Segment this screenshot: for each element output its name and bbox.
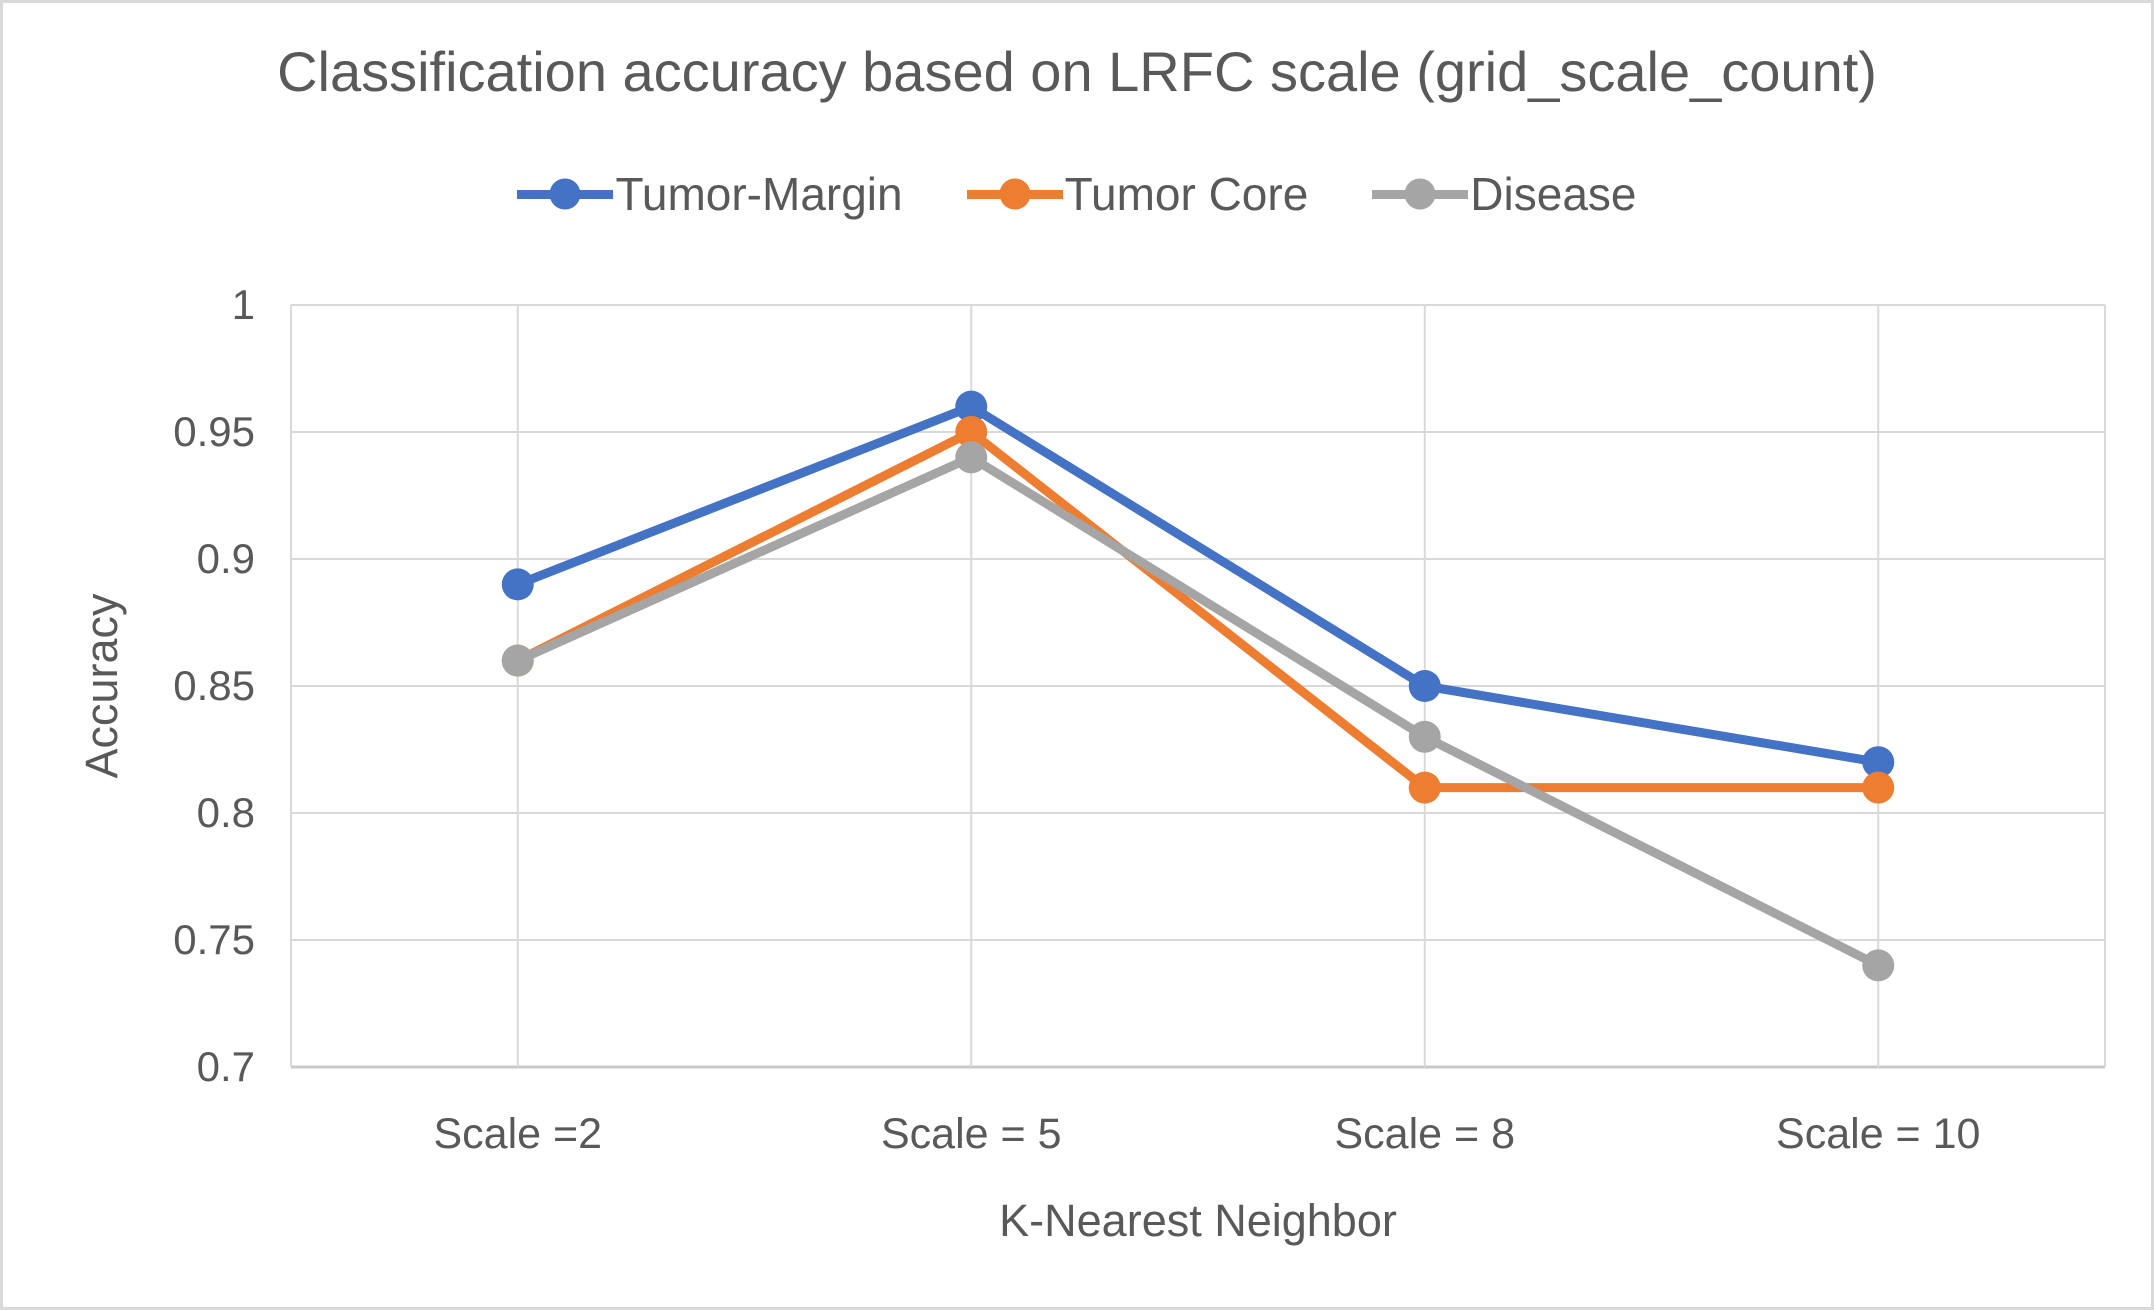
data-point [1408, 720, 1441, 753]
x-category-label: Scale = 5 [881, 1110, 1062, 1158]
data-point [501, 644, 534, 677]
legend-marker-icon [517, 178, 614, 210]
y-tick-label: 0.75 [173, 916, 255, 963]
x-category-label: Scale =2 [433, 1110, 603, 1158]
legend-item-tumor-margin: Tumor-Margin [517, 167, 903, 221]
legend-marker-icon [966, 178, 1063, 210]
data-point [1408, 670, 1441, 702]
chart-legend: Tumor-Margin Tumor Core Disease [3, 167, 2151, 221]
data-point [501, 568, 534, 601]
chart-title: Classification accuracy based on LRFC sc… [277, 40, 1877, 103]
data-point [1862, 771, 1895, 804]
y-tick-label: 0.85 [173, 662, 255, 709]
y-tick-label: 0.9 [196, 535, 255, 582]
data-point [1408, 771, 1441, 804]
legend-item-tumor-core: Tumor Core [966, 167, 1309, 221]
legend-marker-icon [1372, 178, 1469, 210]
data-point [955, 441, 988, 474]
series-line-tumor-core [513, 427, 1883, 793]
legend-label: Tumor Core [1064, 168, 1309, 220]
legend-marker-dot-icon [549, 178, 581, 210]
series-line-tumor-margin [513, 402, 1883, 767]
legend-marker-dot-icon [999, 178, 1031, 210]
x-category-label: Scale = 10 [1776, 1110, 1981, 1158]
y-axis-title: Accuracy [76, 593, 127, 779]
plot-area [290, 304, 2106, 1069]
y-tick-label: 0.95 [173, 408, 255, 455]
y-tick-label: 0.8 [196, 789, 255, 836]
legend-label: Tumor-Margin [615, 168, 903, 220]
series-line-disease [513, 452, 1883, 970]
data-point [955, 390, 988, 423]
y-tick-label: 1 [231, 281, 255, 328]
legend-item-disease: Disease [1372, 167, 1637, 221]
legend-marker-dot-icon [1404, 178, 1436, 210]
data-point [955, 416, 988, 448]
y-tick-label: 0.7 [196, 1043, 255, 1090]
data-point [1862, 746, 1895, 779]
data-point [1862, 949, 1895, 982]
x-axis-title: K-Nearest Neighbor [999, 1195, 1397, 1246]
legend-label: Disease [1470, 168, 1637, 220]
x-category-label: Scale = 8 [1334, 1110, 1515, 1158]
